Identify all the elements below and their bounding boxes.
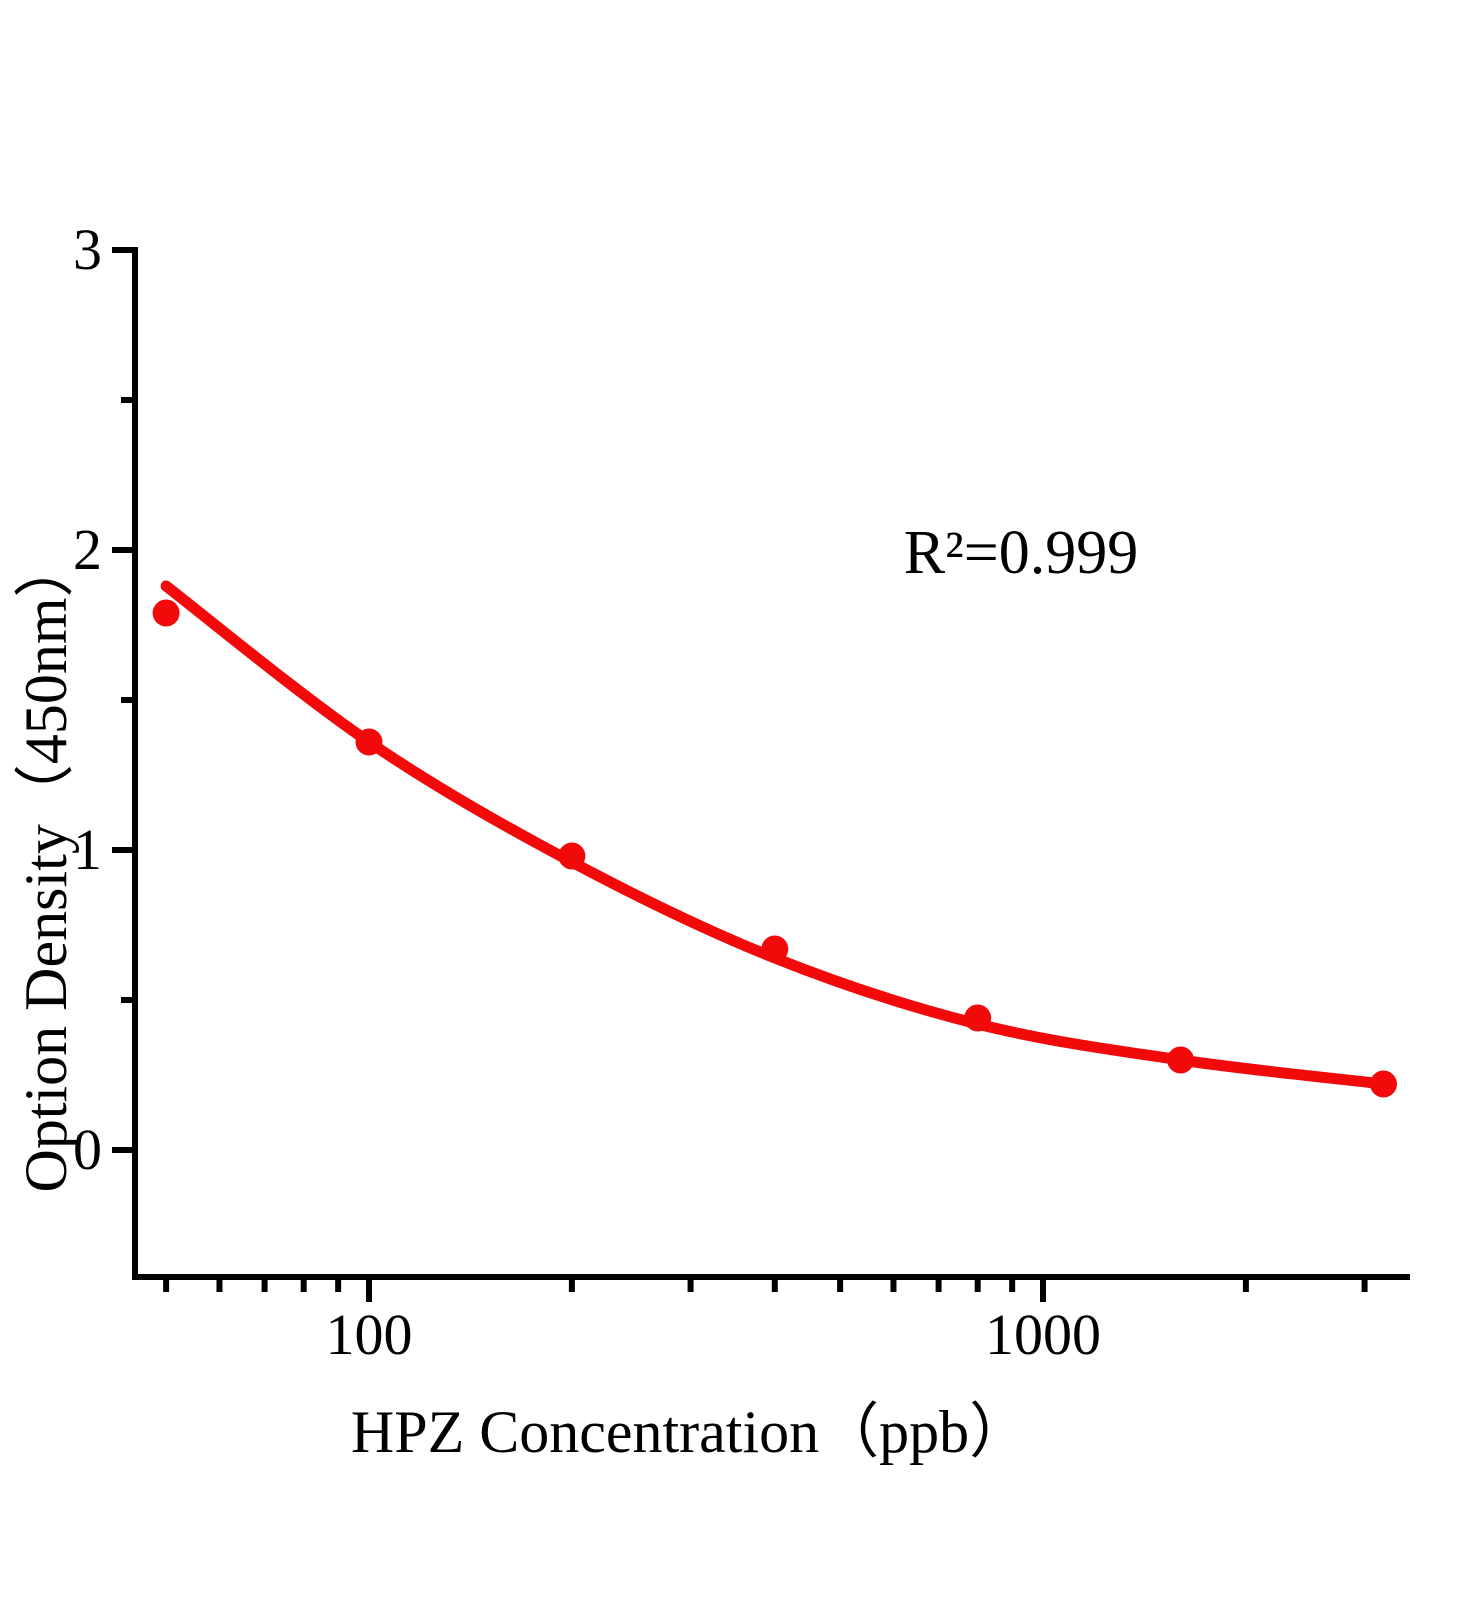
axis-spines: [132, 247, 1410, 1280]
data-point: [1167, 1046, 1195, 1074]
x-tick-label: 1000: [985, 1302, 1101, 1367]
data-point: [558, 842, 586, 870]
fit-curve: [160, 580, 1389, 1090]
data-point: [761, 935, 789, 963]
x-tick-label: 100: [325, 1302, 413, 1367]
y-tick-label: 2: [73, 517, 102, 582]
y-tick-label: 3: [73, 217, 102, 282]
data-point: [964, 1004, 992, 1032]
x-axis-title: HPZ Concentration（ppb）: [350, 1399, 1030, 1465]
y-tick-label: 1: [73, 817, 102, 882]
y-tick-label: 0: [73, 1117, 102, 1182]
y-axis-title: Option Density（450nm）: [13, 537, 79, 1193]
data-point: [355, 728, 383, 756]
r-squared-annotation: R²=0.999: [903, 519, 1139, 587]
data-point: [1369, 1070, 1397, 1098]
data-point: [152, 599, 180, 627]
